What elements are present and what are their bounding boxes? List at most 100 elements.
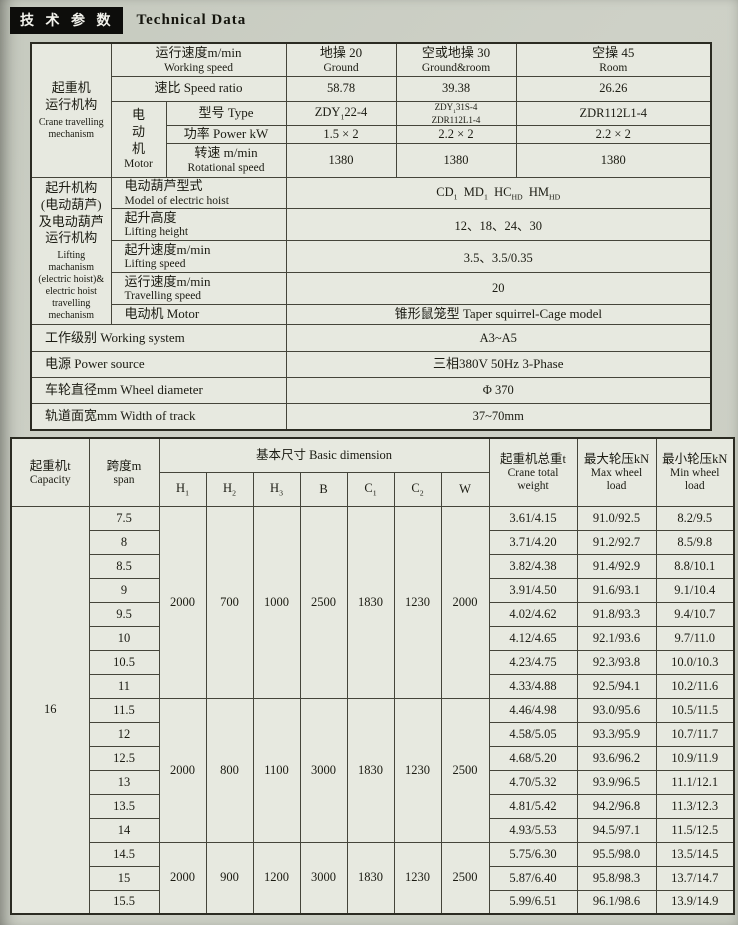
span-cell: 15.5 — [88, 889, 160, 915]
motor-power-value: 2.2 × 2 — [395, 125, 517, 145]
weight-cell: 5.87/6.40 — [488, 865, 578, 891]
span-cell: 12 — [88, 721, 160, 747]
basic-dimension-header: 基本尺寸 Basic dimension — [158, 437, 490, 473]
span-cell: 9 — [88, 577, 160, 603]
table-row: 工作级别 Working system A3~A5 — [30, 324, 712, 353]
capacity-header: 起重机t Capacity — [10, 437, 90, 507]
span-cell: 11.5 — [88, 697, 160, 723]
span-cell: 10 — [88, 625, 160, 651]
dim-header-h3: H3 — [252, 471, 301, 507]
dim-cell-h2: 800 — [205, 697, 254, 843]
table-row: 11.5 2000 800 1100 3000 1830 1230 2500 4… — [11, 697, 735, 843]
weight-cell: 4.02/4.62 — [488, 601, 578, 627]
working-system-value: A3~A5 — [285, 324, 712, 353]
max-wheel-cell: 91.2/92.7 — [576, 529, 657, 555]
max-wheel-cell: 91.6/93.1 — [576, 577, 657, 603]
min-wheel-cell: 11.3/12.3 — [655, 793, 735, 819]
track-width-label-cell: 轨道面宽mm Width of track — [30, 403, 287, 431]
min-wheel-cell: 13.9/14.9 — [655, 889, 735, 915]
rotational-speed-value: 1380 — [285, 143, 397, 179]
max-wheel-cell: 91.0/92.5 — [576, 505, 657, 531]
section-label-zh: 起重机 运行机构 — [45, 80, 98, 113]
max-wheel-cell: 94.5/97.1 — [576, 817, 657, 843]
dim-cell-c1: 1830 — [346, 697, 395, 843]
dim-cell-h1: 2000 — [158, 697, 207, 843]
span-cell: 13 — [88, 769, 160, 795]
span-cell: 7.5 — [88, 505, 160, 531]
table-row: 起重机 运行机构 Crane travelling mechanism 运行速度… — [30, 42, 712, 179]
table-row: 15.5 5.99/6.51 96.1/98.6 13.9/14.9 — [11, 889, 735, 915]
table-row: 起升速度m/min Lifting speed 3.5、3.5/0.35 — [31, 240, 712, 274]
table-row: 运行速度m/min Travelling speed 20 — [31, 272, 712, 306]
min-wheel-cell: 13.5/14.5 — [655, 841, 735, 867]
lifting-height-label-cell: 起升高度 Lifting height — [110, 208, 287, 242]
rotational-speed-label-cell: 转速 m/min Rotational speed — [165, 143, 287, 179]
dim-cell-h2: 700 — [205, 505, 254, 699]
min-wheel-cell: 10.7/11.7 — [655, 721, 735, 747]
table-header-row: 起重机t Capacity 跨度m span 基本尺寸 Basic dimens… — [10, 437, 735, 507]
working-system-label-cell: 工作级别 Working system — [30, 324, 287, 353]
table-row: 轨道面宽mm Width of track 37~70mm — [30, 403, 712, 431]
span-header: 跨度m span — [88, 437, 160, 507]
max-wheel-cell: 91.8/93.3 — [576, 601, 657, 627]
table-row: 15 5.87/6.40 95.8/98.3 13.7/14.7 — [11, 865, 735, 891]
dim-cell-w: 2000 — [440, 505, 490, 699]
weight-cell: 4.68/5.20 — [488, 745, 578, 771]
min-wheel-cell: 11.1/12.1 — [655, 769, 735, 795]
table-row: 11 4.33/4.88 92.5/94.1 10.2/11.6 — [11, 673, 735, 699]
dim-cell-w: 2500 — [440, 841, 490, 915]
motor-label-cell: 电 动 机 Motor — [110, 100, 167, 179]
hoist-motor-label-cell: 电动机 Motor — [110, 304, 287, 326]
table-row: 起升高度 Lifting height 12、18、24、30 — [31, 208, 712, 242]
span-cell: 14 — [88, 817, 160, 843]
section-label-crane-travelling: 起重机 运行机构 Crane travelling mechanism — [30, 42, 112, 179]
motor-type-value: ZDY122-4 — [285, 100, 397, 127]
span-cell: 9.5 — [88, 601, 160, 627]
wheel-diameter-label-cell: 车轮直径mm Wheel diameter — [30, 377, 287, 405]
weight-cell: 3.71/4.20 — [488, 529, 578, 555]
min-wheel-cell: 13.7/14.7 — [655, 865, 735, 891]
table-row: 9.5 4.02/4.62 91.8/93.3 9.4/10.7 — [11, 601, 735, 627]
hoist-model-label-cell: 电动葫芦型式 Model of electric hoist — [110, 177, 287, 210]
dim-cell-c1: 1830 — [346, 505, 395, 699]
dim-cell-b: 3000 — [299, 697, 348, 843]
min-wheel-cell: 8.8/10.1 — [655, 553, 735, 579]
weight-cell: 3.82/4.38 — [488, 553, 578, 579]
dim-header-h2: H2 — [205, 471, 254, 507]
min-wheel-cell: 10.0/10.3 — [655, 649, 735, 675]
span-cell: 13.5 — [88, 793, 160, 819]
weight-cell: 4.12/4.65 — [488, 625, 578, 651]
max-wheel-cell: 92.5/94.1 — [576, 673, 657, 699]
max-wheel-cell: 94.2/96.8 — [576, 793, 657, 819]
min-wheel-cell: 11.5/12.5 — [655, 817, 735, 843]
lifting-speed-value: 3.5、3.5/0.35 — [285, 240, 712, 274]
max-wheel-cell: 93.6/96.2 — [576, 745, 657, 771]
motor-type-label-cell: 型号 Type — [165, 100, 287, 127]
min-wheel-cell: 8.2/9.5 — [655, 505, 735, 531]
hoist-motor-value: 锥形鼠笼型 Taper squirrel-Cage model — [285, 304, 712, 326]
table-row: 转速 m/min Rotational speed 1380 1380 1380 — [31, 143, 712, 179]
max-wheel-cell: 93.3/95.9 — [576, 721, 657, 747]
dim-header-w: W — [440, 471, 490, 507]
min-wheel-cell: 10.2/11.6 — [655, 673, 735, 699]
motor-power-label-cell: 功率 Power kW — [165, 125, 287, 145]
working-speed-col-room: 空操 45 Room — [515, 42, 712, 77]
span-cell: 8.5 — [88, 553, 160, 579]
max-wheel-cell: 93.9/96.5 — [576, 769, 657, 795]
dim-cell-c2: 1230 — [393, 505, 442, 699]
span-cell: 8 — [88, 529, 160, 555]
max-wheel-cell: 91.4/92.9 — [576, 553, 657, 579]
table-row: 速比 Speed ratio 58.78 39.38 26.26 — [31, 75, 712, 102]
speed-ratio-value: 26.26 — [515, 75, 712, 102]
capacity-cell: 16 — [10, 505, 90, 915]
dim-cell-h1: 2000 — [158, 841, 207, 915]
weight-cell: 5.99/6.51 — [488, 889, 578, 915]
working-speed-col-ground-room: 空或地操 30 Ground&room — [395, 42, 517, 77]
max-wheel-cell: 93.0/95.6 — [576, 697, 657, 723]
hoist-travelling-speed-label-cell: 运行速度m/min Travelling speed — [110, 272, 287, 306]
table-row: 电动机 Motor 锥形鼠笼型 Taper squirrel-Cage mode… — [31, 304, 712, 326]
power-source-label-cell: 电源 Power source — [30, 351, 287, 379]
weight-cell: 4.81/5.42 — [488, 793, 578, 819]
table-row: 8.5 3.82/4.38 91.4/92.9 8.8/10.1 — [11, 553, 735, 579]
table-row: 16 7.5 2000 700 1000 2500 1830 1230 2000… — [10, 505, 735, 915]
